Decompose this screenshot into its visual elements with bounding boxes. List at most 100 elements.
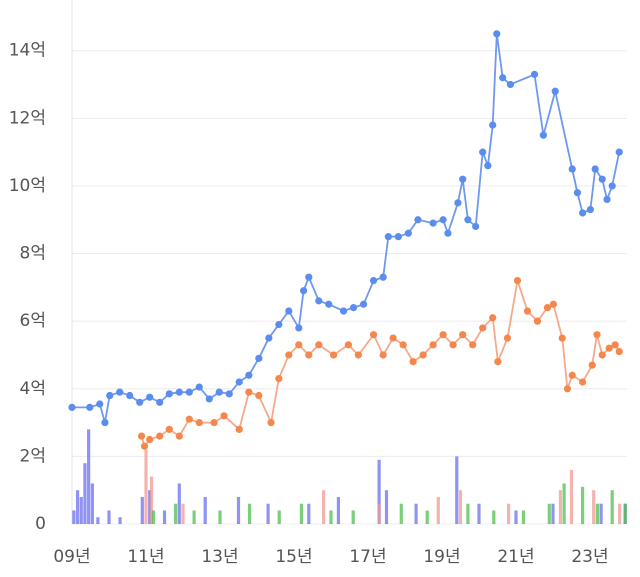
volume-bar [192, 510, 196, 524]
volume-bar [140, 496, 144, 524]
data-point [86, 403, 94, 411]
data-point [275, 375, 283, 383]
volume-bar [177, 483, 181, 524]
volume-bar [96, 517, 100, 524]
x-tick-label: 09년 [53, 547, 90, 567]
y-tick-label: 6억 [20, 311, 46, 331]
data-point [140, 442, 149, 450]
data-point [329, 351, 338, 359]
data-point [579, 209, 587, 217]
data-point [96, 400, 104, 408]
data-point [137, 432, 146, 440]
data-point [175, 388, 183, 396]
data-point [339, 307, 348, 315]
data-point [315, 341, 323, 349]
volume-bar [384, 490, 389, 524]
volume-bar [118, 517, 122, 524]
volume-bar [558, 490, 562, 524]
volume-bar [75, 490, 80, 524]
volume-bar [266, 503, 270, 524]
data-point [300, 287, 308, 295]
volume-bar [203, 496, 207, 524]
data-point [608, 182, 616, 190]
data-point [459, 175, 467, 183]
data-point [579, 378, 587, 386]
x-tick-label: 17년 [349, 547, 386, 567]
volume-bar [277, 510, 281, 524]
data-point [598, 351, 606, 359]
volume-bar [477, 503, 481, 524]
volume-bar [455, 456, 459, 524]
data-point [175, 432, 183, 440]
data-point [419, 351, 427, 359]
data-point [479, 324, 487, 332]
volume-bar [174, 503, 178, 524]
data-point [165, 425, 173, 433]
volume-bar [181, 503, 185, 524]
data-point [267, 418, 275, 427]
data-point [611, 341, 619, 349]
data-point [354, 351, 362, 359]
data-point [489, 314, 497, 322]
data-point [523, 307, 532, 315]
data-point [409, 358, 417, 366]
data-point [389, 334, 397, 342]
volume-bar [351, 510, 355, 524]
volume-bar [236, 496, 241, 524]
volume-bar [149, 476, 154, 524]
x-tick-label: 23년 [571, 547, 608, 567]
data-point [225, 390, 233, 398]
volume-bar [551, 503, 555, 524]
data-point [543, 304, 552, 312]
data-point [295, 324, 303, 332]
volume-bar [72, 510, 76, 524]
data-point [615, 347, 623, 356]
x-tick-label: 13년 [201, 547, 238, 567]
y-tick-label: 2억 [20, 446, 46, 466]
data-point [586, 206, 594, 214]
data-point [469, 341, 477, 349]
data-point [563, 385, 572, 393]
y-tick-label: 10억 [9, 176, 46, 196]
data-point [344, 341, 352, 349]
volume-bar [151, 510, 155, 524]
data-point [399, 341, 407, 349]
x-tick-label: 21년 [497, 547, 534, 567]
volume-bar [581, 486, 585, 524]
x-tick-label: 19년 [423, 547, 460, 567]
volume-bar [425, 510, 429, 524]
volume-bar [562, 483, 566, 524]
data-point [265, 334, 273, 342]
volume-bar [299, 503, 303, 524]
volume-bar [595, 503, 599, 524]
data-point [573, 189, 582, 197]
data-point [369, 331, 378, 339]
data-point [359, 300, 368, 308]
data-point [369, 276, 378, 285]
volume-bar [307, 503, 311, 524]
y-tick-label: 14억 [9, 41, 46, 61]
data-point [603, 195, 611, 204]
data-point [185, 415, 193, 423]
data-point [325, 300, 333, 308]
data-point [384, 233, 392, 241]
data-point [165, 390, 173, 398]
volume-bar [162, 510, 167, 524]
volume-bar [492, 510, 496, 524]
volume-bar [547, 503, 551, 524]
data-point [205, 395, 213, 403]
data-point [315, 297, 323, 305]
y-tick-label: 0 [35, 514, 46, 534]
data-point [136, 398, 144, 406]
volume-bar [414, 503, 418, 524]
data-point [506, 80, 515, 89]
volume-bar [148, 490, 152, 524]
data-point [210, 418, 218, 427]
volume-bar [377, 459, 381, 524]
data-point [305, 273, 313, 281]
volume-bar [83, 463, 87, 524]
volume-bar [336, 496, 340, 524]
data-point [379, 273, 387, 281]
